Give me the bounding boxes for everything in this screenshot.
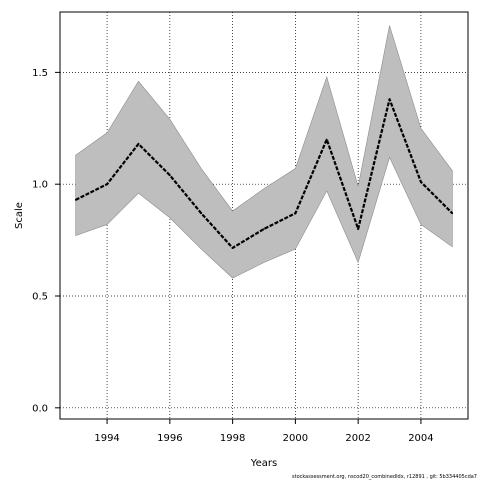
data-point (74, 199, 77, 201)
data-point (169, 174, 171, 177)
y-tick-label: 1.5 (32, 68, 48, 79)
x-tick-label: 2004 (408, 433, 433, 444)
x-axis: 1994 1996 1998 2000 2002 2004 (94, 419, 434, 444)
y-tick-label: 0.5 (32, 292, 48, 303)
x-tick-label: 1996 (157, 433, 182, 444)
data-point (451, 212, 454, 215)
data-point (388, 98, 391, 101)
data-point (137, 143, 140, 145)
x-axis-label: Years (250, 458, 277, 469)
data-point (357, 228, 359, 230)
data-point (420, 181, 422, 183)
data-point (294, 212, 297, 215)
y-tick-label: 1.0 (32, 180, 48, 191)
data-point (106, 183, 108, 185)
x-tick-label: 2000 (283, 433, 308, 444)
series-line-group (74, 98, 454, 250)
footer-note: stockassessment.org, nscod20_combinedIdx… (292, 474, 477, 480)
plot-frame (59, 11, 469, 420)
data-point (231, 247, 234, 249)
data-point (263, 228, 265, 230)
data-point (325, 138, 328, 141)
x-tick-label: 2002 (345, 433, 370, 444)
data-point (200, 212, 203, 215)
y-axis: 0.0 0.5 1.0 1.5 (32, 68, 60, 414)
confidence-band-group (75, 25, 453, 279)
y-tick-label: 0.0 (32, 403, 48, 414)
confidence-band (75, 25, 453, 279)
x-tick-label: 1998 (220, 433, 245, 444)
x-tick-label: 1994 (94, 433, 119, 444)
y-axis-label: Scale (14, 202, 25, 229)
